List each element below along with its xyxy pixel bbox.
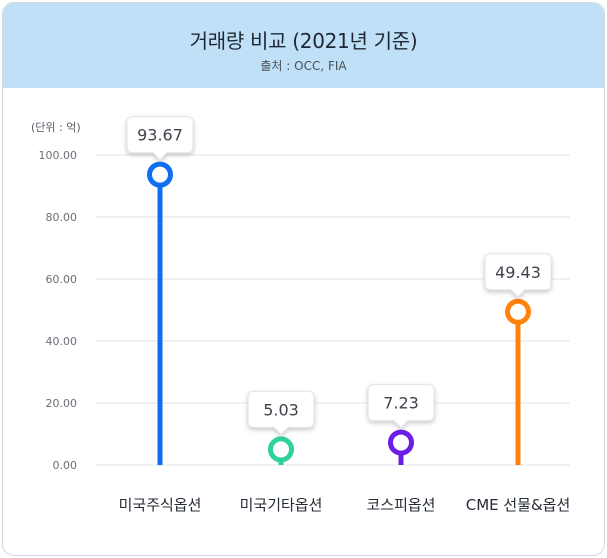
grid-layer [95,154,570,466]
unit-label: (단위 : 억) [31,121,81,134]
value-callout [247,390,315,436]
x-category-label: CME 선물&옵션 [466,496,571,514]
x-axis-categories: 미국주식옵션 미국기타옵션 코스피옵션 CME 선물&옵션 [119,496,571,514]
data-point-marker [147,161,173,188]
y-tick-label: 60.00 [46,273,78,286]
y-tick-label: 40.00 [46,335,78,348]
x-category-label: 미국주식옵션 [119,496,202,514]
data-point-marker [505,298,531,325]
stems [157,174,521,465]
chart-title: 거래량 비교 (2021년 기준) [189,29,418,53]
data-point-marker [268,436,294,463]
chart-source: 출처 : OCC, FIA [260,59,347,73]
data-point-marker [388,429,414,456]
value-callout [126,116,194,161]
data-label: 49.43 [495,263,541,282]
y-axis-ticks: 0.00 20.00 40.00 60.00 80.00 100.00 [39,149,78,472]
data-label: 5.03 [263,400,299,419]
markers [147,161,531,463]
value-callout [484,253,552,298]
data-label: 93.67 [137,126,183,145]
x-category-label: 미국기타옵션 [240,496,323,514]
y-tick-label: 80.00 [46,211,78,224]
value-labels: 93.67 5.03 7.23 49.43 [126,116,552,436]
y-tick-label: 100.00 [39,149,78,162]
chart-header: 거래량 비교 (2021년 기준) 출처 : OCC, FIA [3,3,604,88]
value-callout [367,384,435,429]
y-tick-label: 20.00 [46,397,78,410]
x-category-label: 코스피옵션 [366,496,435,514]
data-label: 7.23 [383,394,419,413]
y-tick-label: 0.00 [53,459,78,472]
